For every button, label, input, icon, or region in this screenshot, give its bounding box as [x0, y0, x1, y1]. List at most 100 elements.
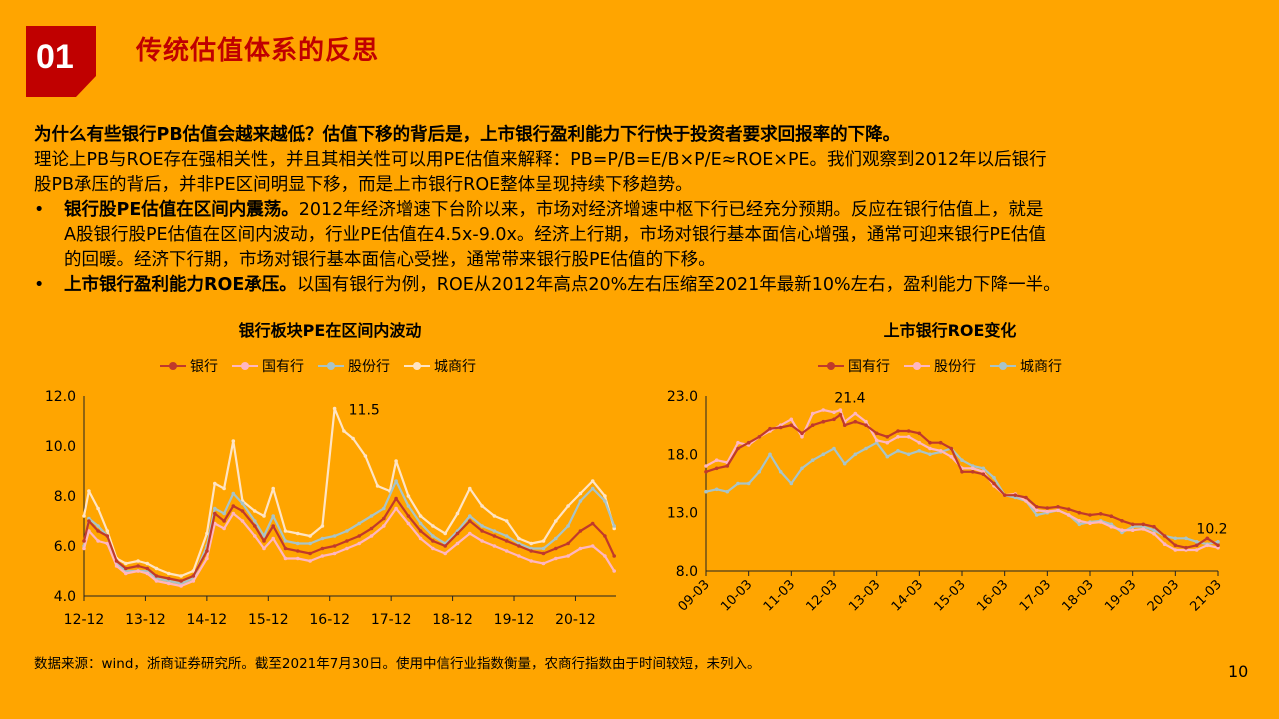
series-point-0	[296, 549, 300, 553]
series-point-0	[603, 534, 607, 538]
series-line-2	[82, 479, 616, 585]
series-point-2	[253, 519, 257, 523]
series-point-0	[205, 549, 209, 553]
series-point-2	[842, 461, 847, 466]
series-point-0	[1088, 513, 1092, 517]
series-point-1	[357, 541, 362, 546]
series-point-0	[382, 516, 386, 521]
series-point-0	[612, 554, 616, 558]
series-point-3	[105, 529, 110, 533]
series-point-0	[167, 576, 171, 581]
x-tick-label: 19-12	[494, 612, 535, 628]
series-point-2	[1216, 540, 1220, 544]
series-point-1	[1152, 531, 1156, 536]
series-point-0	[271, 524, 275, 528]
series-point-0	[970, 470, 975, 474]
series-point-0	[885, 435, 890, 439]
series-point-3	[492, 514, 497, 518]
series-point-1	[369, 534, 374, 538]
series-point-0	[145, 566, 150, 571]
series-point-1	[332, 551, 337, 556]
section-number: 01	[36, 38, 74, 76]
series-point-2	[832, 446, 836, 451]
x-tick-label: 12-12	[64, 612, 105, 628]
series-point-2	[725, 489, 730, 494]
series-point-0	[566, 541, 570, 546]
series-point-0	[1024, 495, 1028, 500]
series-point-2	[810, 458, 815, 462]
series-point-0	[938, 440, 943, 445]
series-point-1	[240, 519, 245, 523]
bullet-1-strong: 银行股PE估值在区间内震荡。	[64, 200, 299, 220]
series-point-1	[222, 526, 226, 531]
series-point-1	[468, 531, 472, 536]
series-point-1	[874, 438, 879, 443]
series-point-3	[179, 574, 183, 578]
series-point-0	[96, 529, 100, 533]
series-point-3	[504, 519, 509, 523]
legend-label-2: 股份行	[348, 359, 390, 375]
series-point-1	[296, 556, 300, 561]
section-number-badge: 01	[26, 26, 96, 97]
series-point-1	[1088, 521, 1092, 525]
data-label: 10.2	[1196, 521, 1227, 537]
series-point-0	[345, 539, 349, 543]
series-point-3	[590, 479, 595, 483]
series-point-2	[504, 534, 509, 538]
series-point-2	[394, 479, 398, 483]
series-point-0	[981, 472, 986, 476]
series-point-1	[821, 408, 826, 412]
series-point-3	[332, 406, 337, 411]
x-tick-label: 16-12	[309, 612, 350, 628]
series-point-1	[382, 524, 386, 528]
x-tick-label: 09-03	[676, 577, 713, 614]
series-point-0	[357, 534, 362, 538]
series-point-1	[320, 554, 325, 558]
series-point-1	[205, 556, 209, 561]
series-point-0	[960, 470, 964, 474]
series-point-0	[443, 544, 448, 548]
series-point-0	[704, 470, 708, 474]
badge-shape	[26, 26, 96, 97]
series-point-1	[82, 546, 86, 551]
bullet-1-line-3: 的回暖。经济下行期，市场对银行基本面信心受挫，通常带来银行股PE估值的下移。	[64, 250, 716, 270]
series-point-2	[1034, 513, 1039, 517]
series-point-3	[455, 511, 460, 516]
series-point-3	[554, 519, 558, 523]
series-point-1	[191, 579, 196, 583]
x-tick-label: 20-03	[1145, 577, 1182, 614]
x-tick-label: 18-03	[1060, 577, 1097, 614]
chart-1-pe-lines: 4.0 6.0 8.0 10.0 12.0 12-12 13-12 14-12 15-12 16-…	[45, 389, 616, 628]
y-tick-label: 8.0	[54, 489, 76, 505]
x-tick-label: 12-03	[804, 577, 841, 614]
series-point-2	[928, 452, 932, 457]
series-point-3	[529, 541, 533, 546]
series-point-2	[1077, 522, 1082, 527]
legend-swatch-2	[990, 361, 1016, 371]
series-point-1	[810, 411, 815, 416]
series-point-1	[1024, 499, 1028, 503]
series-point-3	[612, 526, 616, 531]
series-point-0	[714, 466, 719, 471]
series-point-0	[1109, 514, 1114, 518]
chart-2-roe-lines: 8.0 13.0 18.0 23.0 09-03 10-03 11-03 12-03 13-03…	[667, 389, 1228, 615]
series-point-0	[418, 529, 423, 533]
series-point-0	[1184, 545, 1188, 550]
series-point-2	[917, 449, 922, 453]
series-point-1	[1130, 528, 1135, 532]
series-point-1	[87, 529, 91, 533]
series-point-2	[768, 452, 772, 457]
x-tick-label: 13-12	[125, 612, 166, 628]
series-point-0	[1194, 543, 1199, 548]
series-point-0	[1077, 510, 1082, 515]
series-point-0	[1034, 505, 1039, 509]
series-point-0	[1205, 536, 1210, 541]
series-point-2	[179, 581, 183, 586]
series-point-0	[778, 425, 783, 430]
series-point-3	[154, 566, 159, 571]
series-point-1	[736, 440, 740, 445]
series-point-2	[960, 458, 964, 462]
series-point-0	[1045, 506, 1050, 510]
y-tick-label: 12.0	[45, 389, 76, 405]
series-point-2	[992, 475, 996, 480]
